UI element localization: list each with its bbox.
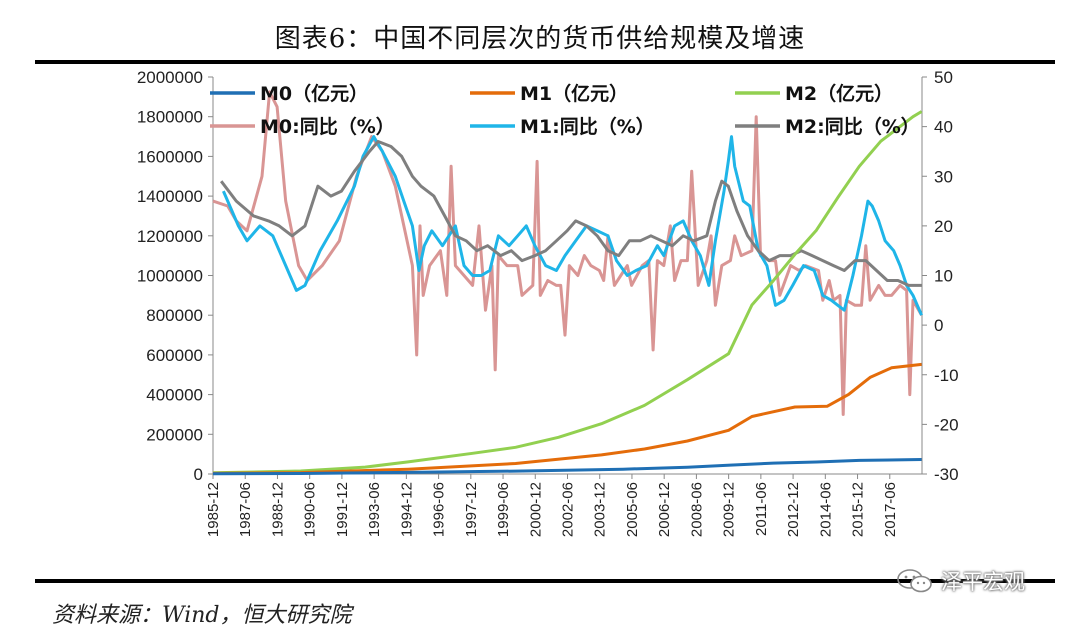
source-note: 资料来源：Wind，恒大研究院: [52, 603, 352, 628]
legend-label: M0:同比（%）: [260, 115, 395, 138]
left-tick-label: 1200000: [137, 227, 203, 246]
left-tick-label: 600000: [146, 346, 203, 365]
x-tick-label: 1993-06: [366, 482, 383, 537]
series-line-2: [212, 362, 922, 475]
x-tick-label: 1987-06: [237, 482, 254, 537]
x-tick-label: 1985-12: [205, 482, 222, 537]
x-tick-label: 1990-06: [302, 482, 319, 537]
wechat-icon: [897, 569, 932, 593]
right-tick-label: -20: [934, 415, 959, 434]
x-tick-label: 2002-06: [560, 482, 577, 537]
right-tick-label: -10: [934, 366, 959, 385]
right-tick-label: 30: [934, 167, 953, 186]
legend-label: M2（亿元）: [785, 82, 893, 105]
x-tick-label: 1997-12: [463, 482, 480, 537]
legend-label: M2:同比（%）: [785, 115, 920, 138]
legend: M0（亿元） M1（亿元） M2（亿元） M0:同比（%） M1:同比（%） M2:同比（…: [210, 82, 920, 138]
series-line-5: [222, 135, 923, 316]
series-layer: [212, 90, 923, 476]
x-tick-label: 2000-12: [527, 482, 544, 537]
x-tick-label: 1994-12: [398, 482, 415, 537]
left-tick-label: 1600000: [137, 147, 203, 166]
chart-title: 图表6：中国不同层次的货币供给规模及增速: [274, 24, 806, 54]
x-tick-label: 2009-12: [721, 482, 738, 537]
watermark-text: 泽平宏观: [941, 570, 1025, 594]
x-tick-label: 2012-12: [785, 482, 802, 537]
right-tick-label: 0: [934, 316, 943, 335]
left-tick-label: 0: [194, 465, 203, 484]
series-line-1: [212, 458, 922, 476]
right-tick-label: 10: [934, 267, 953, 286]
left-tick-label: 800000: [146, 306, 203, 325]
legend-label: M1:同比（%）: [520, 115, 655, 138]
series-line-4: [212, 90, 923, 416]
x-tick-label: 2005-06: [624, 482, 641, 537]
x-tick-label: 1991-12: [334, 482, 351, 537]
top-rule: [35, 60, 1055, 64]
x-tick-label: 2003-12: [592, 482, 609, 537]
left-tick-label: 400000: [146, 386, 203, 405]
right-tick-label: -30: [934, 465, 959, 484]
x-tick-label: 2011-06: [753, 482, 770, 536]
legend-label: M1（亿元）: [520, 82, 628, 105]
x-tick-label: 2006-12: [656, 482, 673, 537]
left-tick-label: 200000: [146, 425, 203, 444]
left-tick-label: 2000000: [137, 68, 203, 87]
series-line-3: [212, 110, 923, 475]
legend-label: M0（亿元）: [260, 82, 368, 105]
x-tick-label: 1996-06: [431, 482, 448, 537]
series-line-6: [220, 140, 922, 287]
right-tick-label: 20: [934, 217, 953, 236]
bottom-rule: [35, 579, 1055, 583]
x-tick-label: 2015-12: [850, 482, 867, 537]
chart-canvas: 0 200000 400000 600000 800000 1000000 1200000 1…: [137, 68, 959, 537]
left-tick-label: 1000000: [137, 267, 203, 286]
watermark: 泽平宏观: [895, 566, 1025, 596]
right-tick-label: 40: [934, 118, 953, 137]
x-tick-label: 1999-06: [495, 482, 512, 537]
axes: 0 200000 400000 600000 800000 1000000 1200000 1…: [137, 68, 959, 537]
left-tick-label: 1800000: [137, 108, 203, 127]
x-tick-label: 1988-12: [269, 482, 286, 537]
x-tick-label: 2008-06: [688, 482, 705, 537]
left-tick-label: 1400000: [137, 187, 203, 206]
x-tick-label: 2017-06: [882, 482, 899, 537]
right-tick-label: 50: [934, 68, 953, 87]
x-tick-label: 2014-06: [817, 482, 834, 537]
